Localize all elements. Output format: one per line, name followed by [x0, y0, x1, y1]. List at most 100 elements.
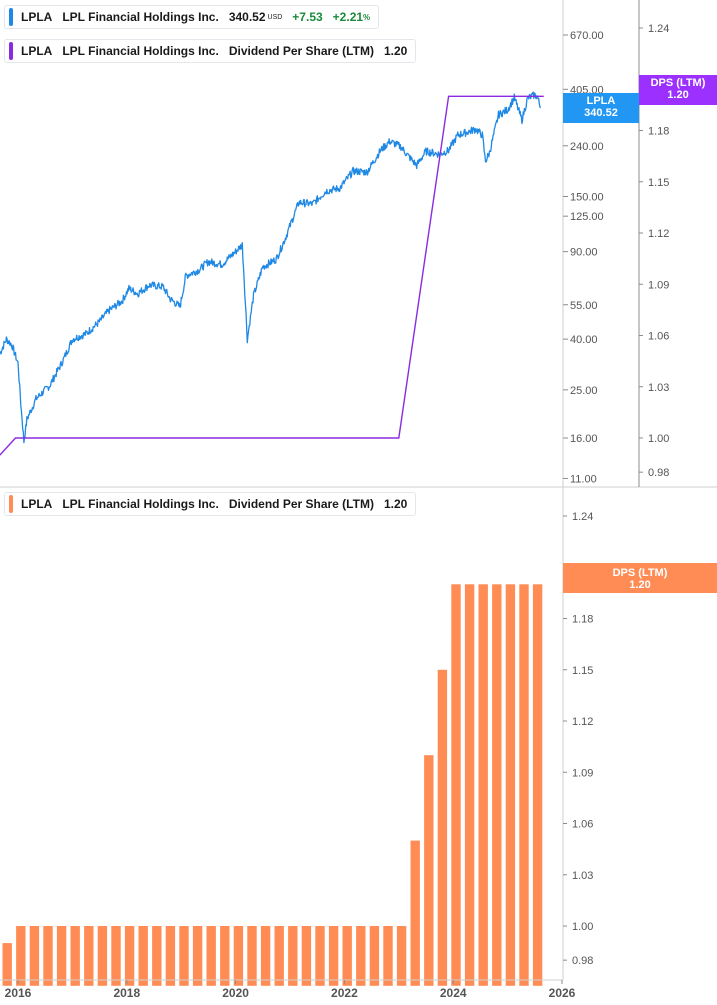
dps-bar [301, 926, 312, 986]
dps-top-tick-label: 1.00 [648, 433, 669, 445]
dps-bar [424, 755, 434, 986]
dps-legend-bottom-ticker: LPLA [21, 497, 53, 511]
dps-top-tick-label: 1.15 [648, 177, 669, 189]
dps-legend-bottom[interactable]: LPLA LPL Financial Holdings Inc. Dividen… [4, 492, 417, 516]
price-legend-currency: USD [267, 13, 283, 21]
dps-bottom-tick-label: 1.00 [572, 921, 593, 933]
dps-legend-bottom-name: LPL Financial Holdings Inc. [62, 497, 219, 511]
price-legend-price: 340.52 [228, 10, 266, 24]
dps-legend-top-ticker: LPLA [21, 44, 53, 58]
dps-top-tick-label: 1.09 [648, 279, 669, 291]
dps-bar [2, 943, 12, 986]
time-tick-label: 2026 [549, 986, 576, 1000]
dps-badge-top-value: 1.20 [667, 89, 689, 101]
dps-legend-top-metric: Dividend Per Share (LTM) [228, 44, 374, 58]
price-tick-label: 55.00 [570, 300, 598, 312]
dps-bottom-tick-label: 1.18 [572, 614, 593, 626]
dps-top-tick-label: 1.18 [648, 126, 669, 138]
dps-bar [111, 926, 121, 986]
dps-bottom-tick-label: 1.12 [572, 716, 593, 728]
dps-bottom-tick-label: 1.24 [572, 511, 593, 523]
price-badge-ticker: LPLA [586, 95, 616, 107]
dps-bar [342, 926, 352, 986]
dps-bar [315, 926, 325, 986]
dps-top-tick-label: 1.03 [648, 382, 669, 394]
time-tick-label: 2022 [331, 986, 358, 1000]
dps-bar [532, 584, 543, 986]
price-tick-label: 11.00 [570, 473, 597, 485]
price-legend-swatch [9, 8, 13, 26]
dps-top-tick-label: 0.98 [648, 467, 669, 479]
price-tick-label: 16.00 [570, 433, 598, 445]
dps-bar [288, 926, 298, 986]
dps-bar [220, 926, 230, 986]
dps-series-line [0, 95, 544, 456]
price-legend-pct-sign: % [363, 12, 371, 22]
price-tick-label: 240.00 [570, 141, 604, 153]
dps-bar [43, 926, 53, 986]
dps-legend-bottom-value: 1.20 [383, 497, 408, 511]
price-tick-label: 25.00 [570, 385, 598, 397]
dps-legend-top-name: LPL Financial Holdings Inc. [62, 44, 219, 58]
price-tick-label: 150.00 [570, 191, 604, 203]
dps-bar [206, 926, 216, 986]
dps-bar [410, 840, 420, 986]
price-tick-label: 90.00 [570, 247, 598, 259]
dps-bottom-tick-label: 1.09 [572, 767, 593, 779]
time-tick-label: 2020 [222, 986, 249, 1000]
price-badge: LPLA 340.52 [563, 93, 639, 123]
dps-legend-bottom-swatch [9, 495, 13, 513]
price-legend-change: +7.53 [292, 10, 323, 24]
dps-bar [437, 669, 448, 986]
dps-bar [492, 584, 502, 986]
dps-bar [519, 584, 529, 986]
price-legend[interactable]: LPLA LPL Financial Holdings Inc. 340.52 … [4, 5, 380, 29]
dps-legend-bottom-metric: Dividend Per Share (LTM) [228, 497, 374, 511]
dps-top-tick-label: 1.06 [648, 331, 669, 343]
dps-legend-top[interactable]: LPLA LPL Financial Holdings Inc. Dividen… [4, 39, 417, 63]
dps-bar [505, 584, 516, 986]
dps-bottom-tick-label: 1.06 [572, 819, 593, 831]
dps-badge-top: DPS (LTM) 1.20 [639, 75, 717, 105]
dps-bar [56, 926, 67, 986]
price-series-line [0, 91, 542, 444]
dps-bar [369, 926, 380, 986]
price-tick-label: 40.00 [570, 334, 598, 346]
dps-bar [70, 926, 80, 986]
dps-bar [478, 584, 488, 986]
time-tick-label: 2016 [5, 986, 32, 1000]
dps-bar [124, 926, 135, 986]
price-tick-label: 125.00 [570, 211, 604, 223]
dps-bar [165, 926, 176, 986]
dps-bar [192, 926, 203, 986]
price-badge-value: 340.52 [584, 107, 618, 119]
dps-bar [464, 584, 475, 986]
price-legend-name: LPL Financial Holdings Inc. [62, 10, 219, 24]
dps-bar [97, 926, 108, 986]
dps-legend-top-value: 1.20 [383, 44, 408, 58]
dps-bar [179, 926, 189, 986]
dps-bar [396, 926, 407, 986]
price-legend-change-pct: +2.21 [332, 10, 364, 24]
dps-bar [328, 926, 339, 986]
dps-bar [247, 926, 257, 986]
dps-badge-bottom: DPS (LTM) 1.20 [563, 563, 717, 593]
time-tick-label: 2024 [440, 986, 467, 1000]
dps-bar [152, 926, 162, 986]
dps-bottom-tick-label: 0.98 [572, 955, 593, 967]
price-legend-ticker: LPLA [21, 10, 53, 24]
dps-top-tick-label: 1.24 [648, 23, 669, 35]
dps-bar [260, 926, 271, 986]
dps-bar [451, 584, 461, 986]
dps-bar [383, 926, 393, 986]
dps-top-tick-label: 1.12 [648, 228, 669, 240]
dps-legend-top-swatch [9, 42, 13, 60]
price-tick-label: 670.00 [570, 30, 604, 42]
dps-badge-top-label: DPS (LTM) [650, 77, 706, 89]
dps-bar [29, 926, 40, 986]
time-tick-label: 2018 [113, 986, 140, 1000]
dps-bottom-tick-label: 1.15 [572, 665, 593, 677]
dps-bar [84, 926, 94, 986]
dps-bar [138, 926, 148, 986]
